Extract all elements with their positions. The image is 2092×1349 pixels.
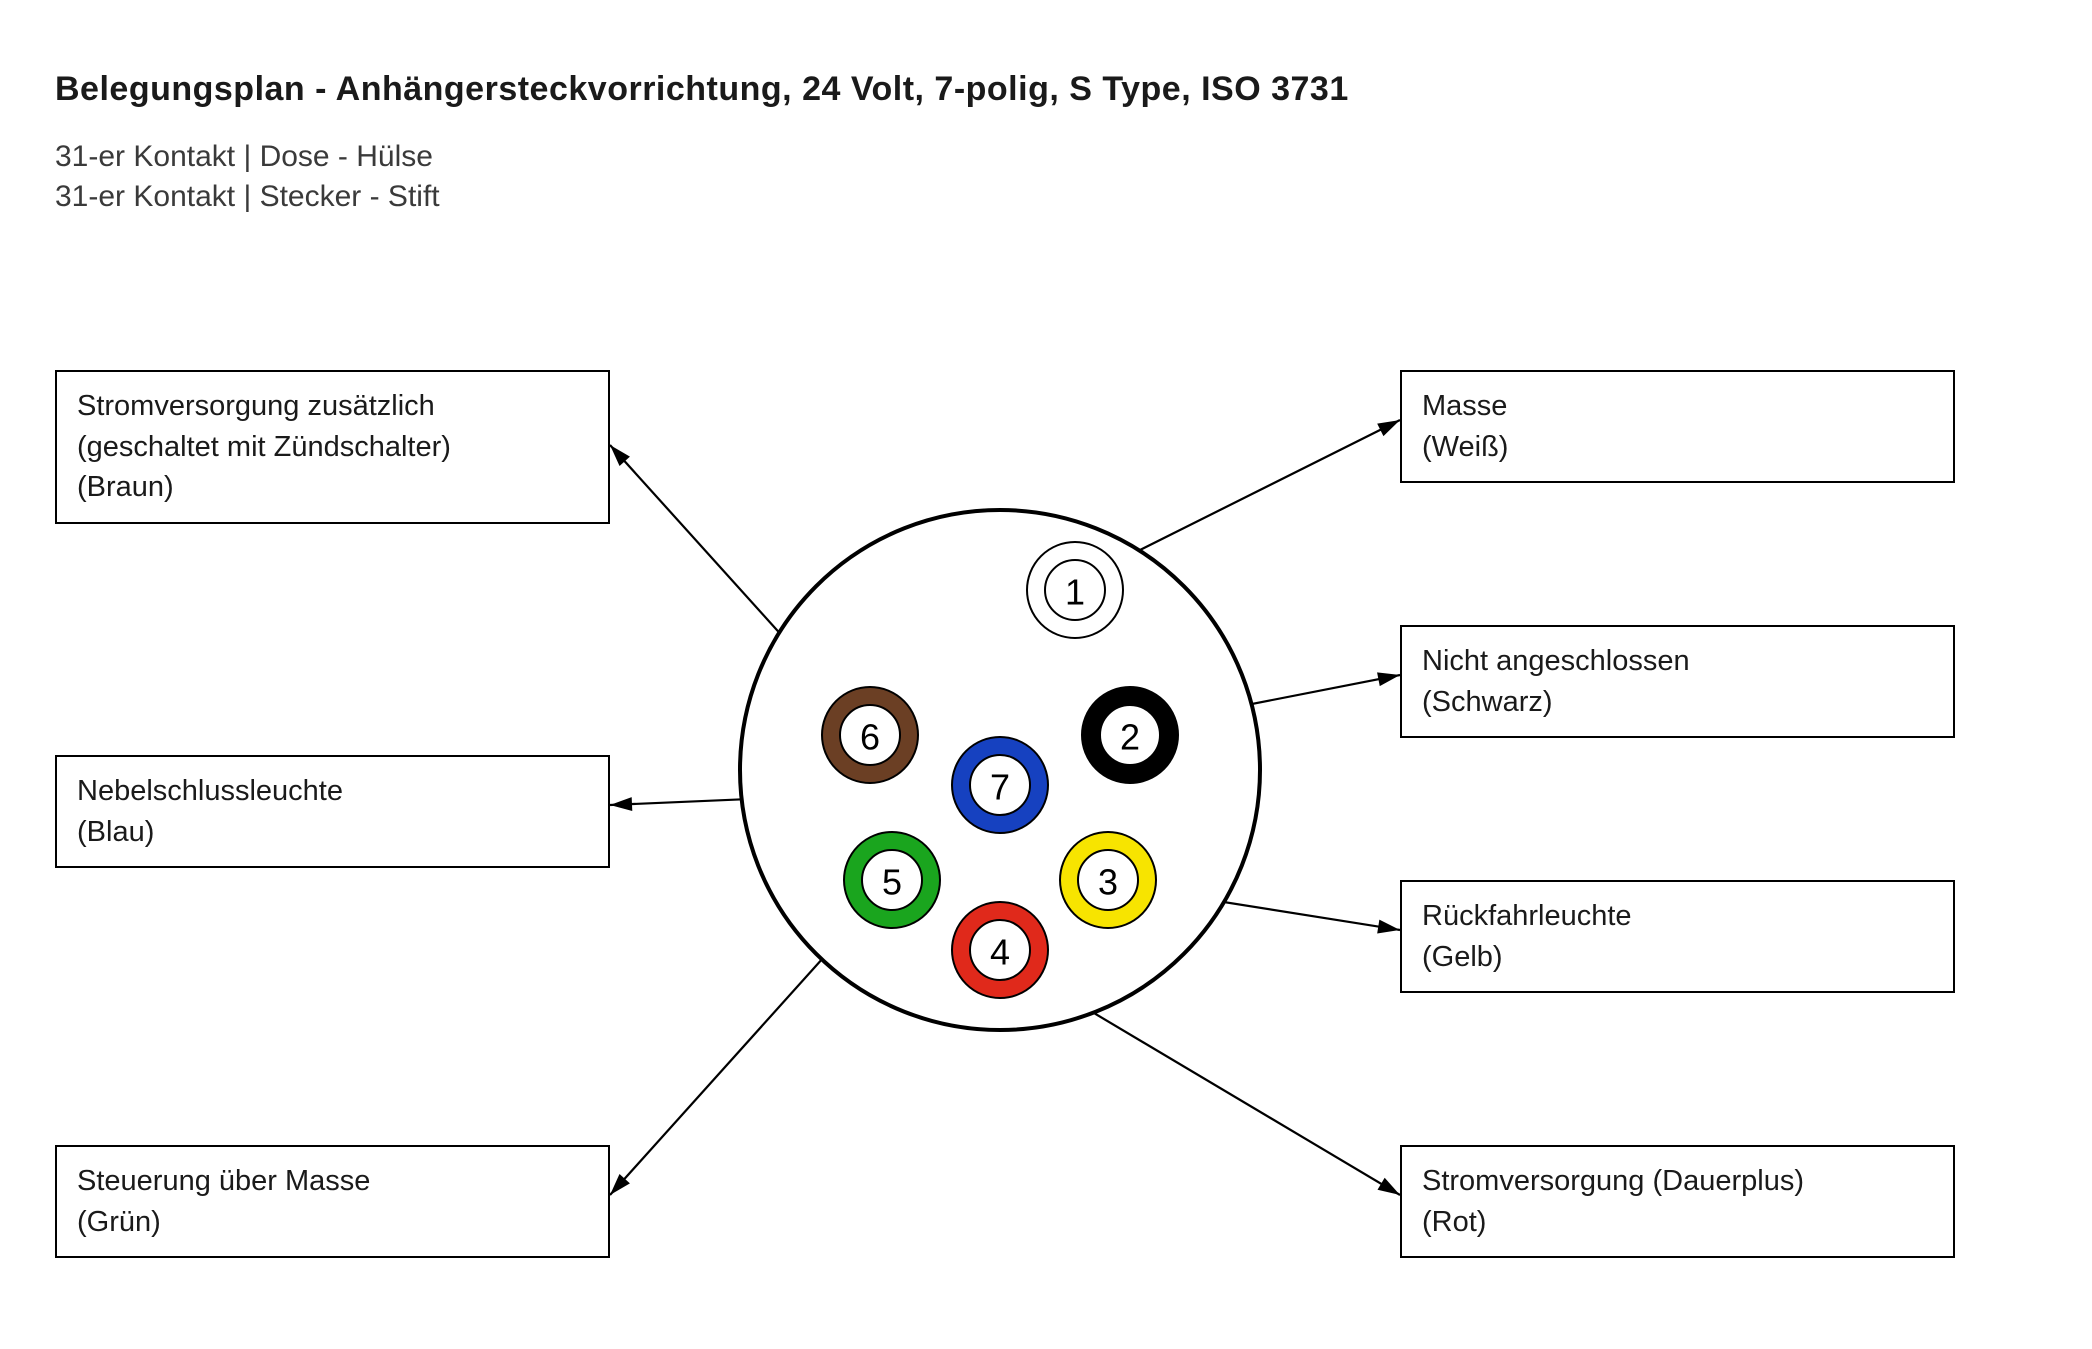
pin-5: 5 (844, 832, 940, 928)
label-line: Steuerung über Masse (77, 1161, 588, 1202)
svg-text:3: 3 (1098, 862, 1118, 903)
label-box-pin7: Nebelschlussleuchte(Blau) (55, 755, 610, 868)
label-line: (Braun) (77, 467, 588, 508)
label-line: Stromversorgung (Dauerplus) (1422, 1161, 1933, 1202)
svg-text:7: 7 (990, 767, 1010, 808)
label-box-pin2: Nicht angeschlossen(Schwarz) (1400, 625, 1955, 738)
label-line: (Rot) (1422, 1202, 1933, 1243)
label-line: Nicht angeschlossen (1422, 641, 1933, 682)
label-box-pin6: Stromversorgung zusätzlich(geschaltet mi… (55, 370, 610, 524)
label-box-pin1: Masse(Weiß) (1400, 370, 1955, 483)
label-line: (Blau) (77, 812, 588, 853)
label-line: Masse (1422, 386, 1933, 427)
subtitle-line-1: 31-er Kontakt | Dose - Hülse (55, 140, 433, 174)
label-line: (geschaltet mit Zündschalter) (77, 427, 588, 468)
svg-text:1: 1 (1065, 572, 1085, 613)
page-root: Belegungsplan - Anhängersteckvorrichtung… (0, 0, 2092, 1349)
label-box-pin4: Stromversorgung (Dauerplus)(Rot) (1400, 1145, 1955, 1258)
page-title: Belegungsplan - Anhängersteckvorrichtung… (55, 70, 1349, 109)
label-line: Nebelschlussleuchte (77, 771, 588, 812)
svg-text:5: 5 (882, 862, 902, 903)
svg-text:4: 4 (990, 932, 1010, 973)
label-line: (Weiß) (1422, 427, 1933, 468)
pin-6: 6 (822, 687, 918, 783)
pin-4: 4 (952, 902, 1048, 998)
label-box-pin3: Rückfahrleuchte(Gelb) (1400, 880, 1955, 993)
label-line: (Schwarz) (1422, 682, 1933, 723)
label-box-pin5: Steuerung über Masse(Grün) (55, 1145, 610, 1258)
pin-1: 1 (1027, 542, 1123, 638)
label-line: Rückfahrleuchte (1422, 896, 1933, 937)
pin-2: 2 (1082, 687, 1178, 783)
svg-text:6: 6 (860, 717, 880, 758)
connector-group: 1 2 3 4 5 6 7 (740, 510, 1260, 1030)
label-line: (Grün) (77, 1202, 588, 1243)
pin-7: 7 (952, 737, 1048, 833)
arrows-group (610, 420, 1400, 1195)
label-line: Stromversorgung zusätzlich (77, 386, 588, 427)
label-line: (Gelb) (1422, 937, 1933, 978)
svg-text:2: 2 (1120, 717, 1140, 758)
pin-3: 3 (1060, 832, 1156, 928)
subtitle-line-2: 31-er Kontakt | Stecker - Stift (55, 180, 440, 214)
